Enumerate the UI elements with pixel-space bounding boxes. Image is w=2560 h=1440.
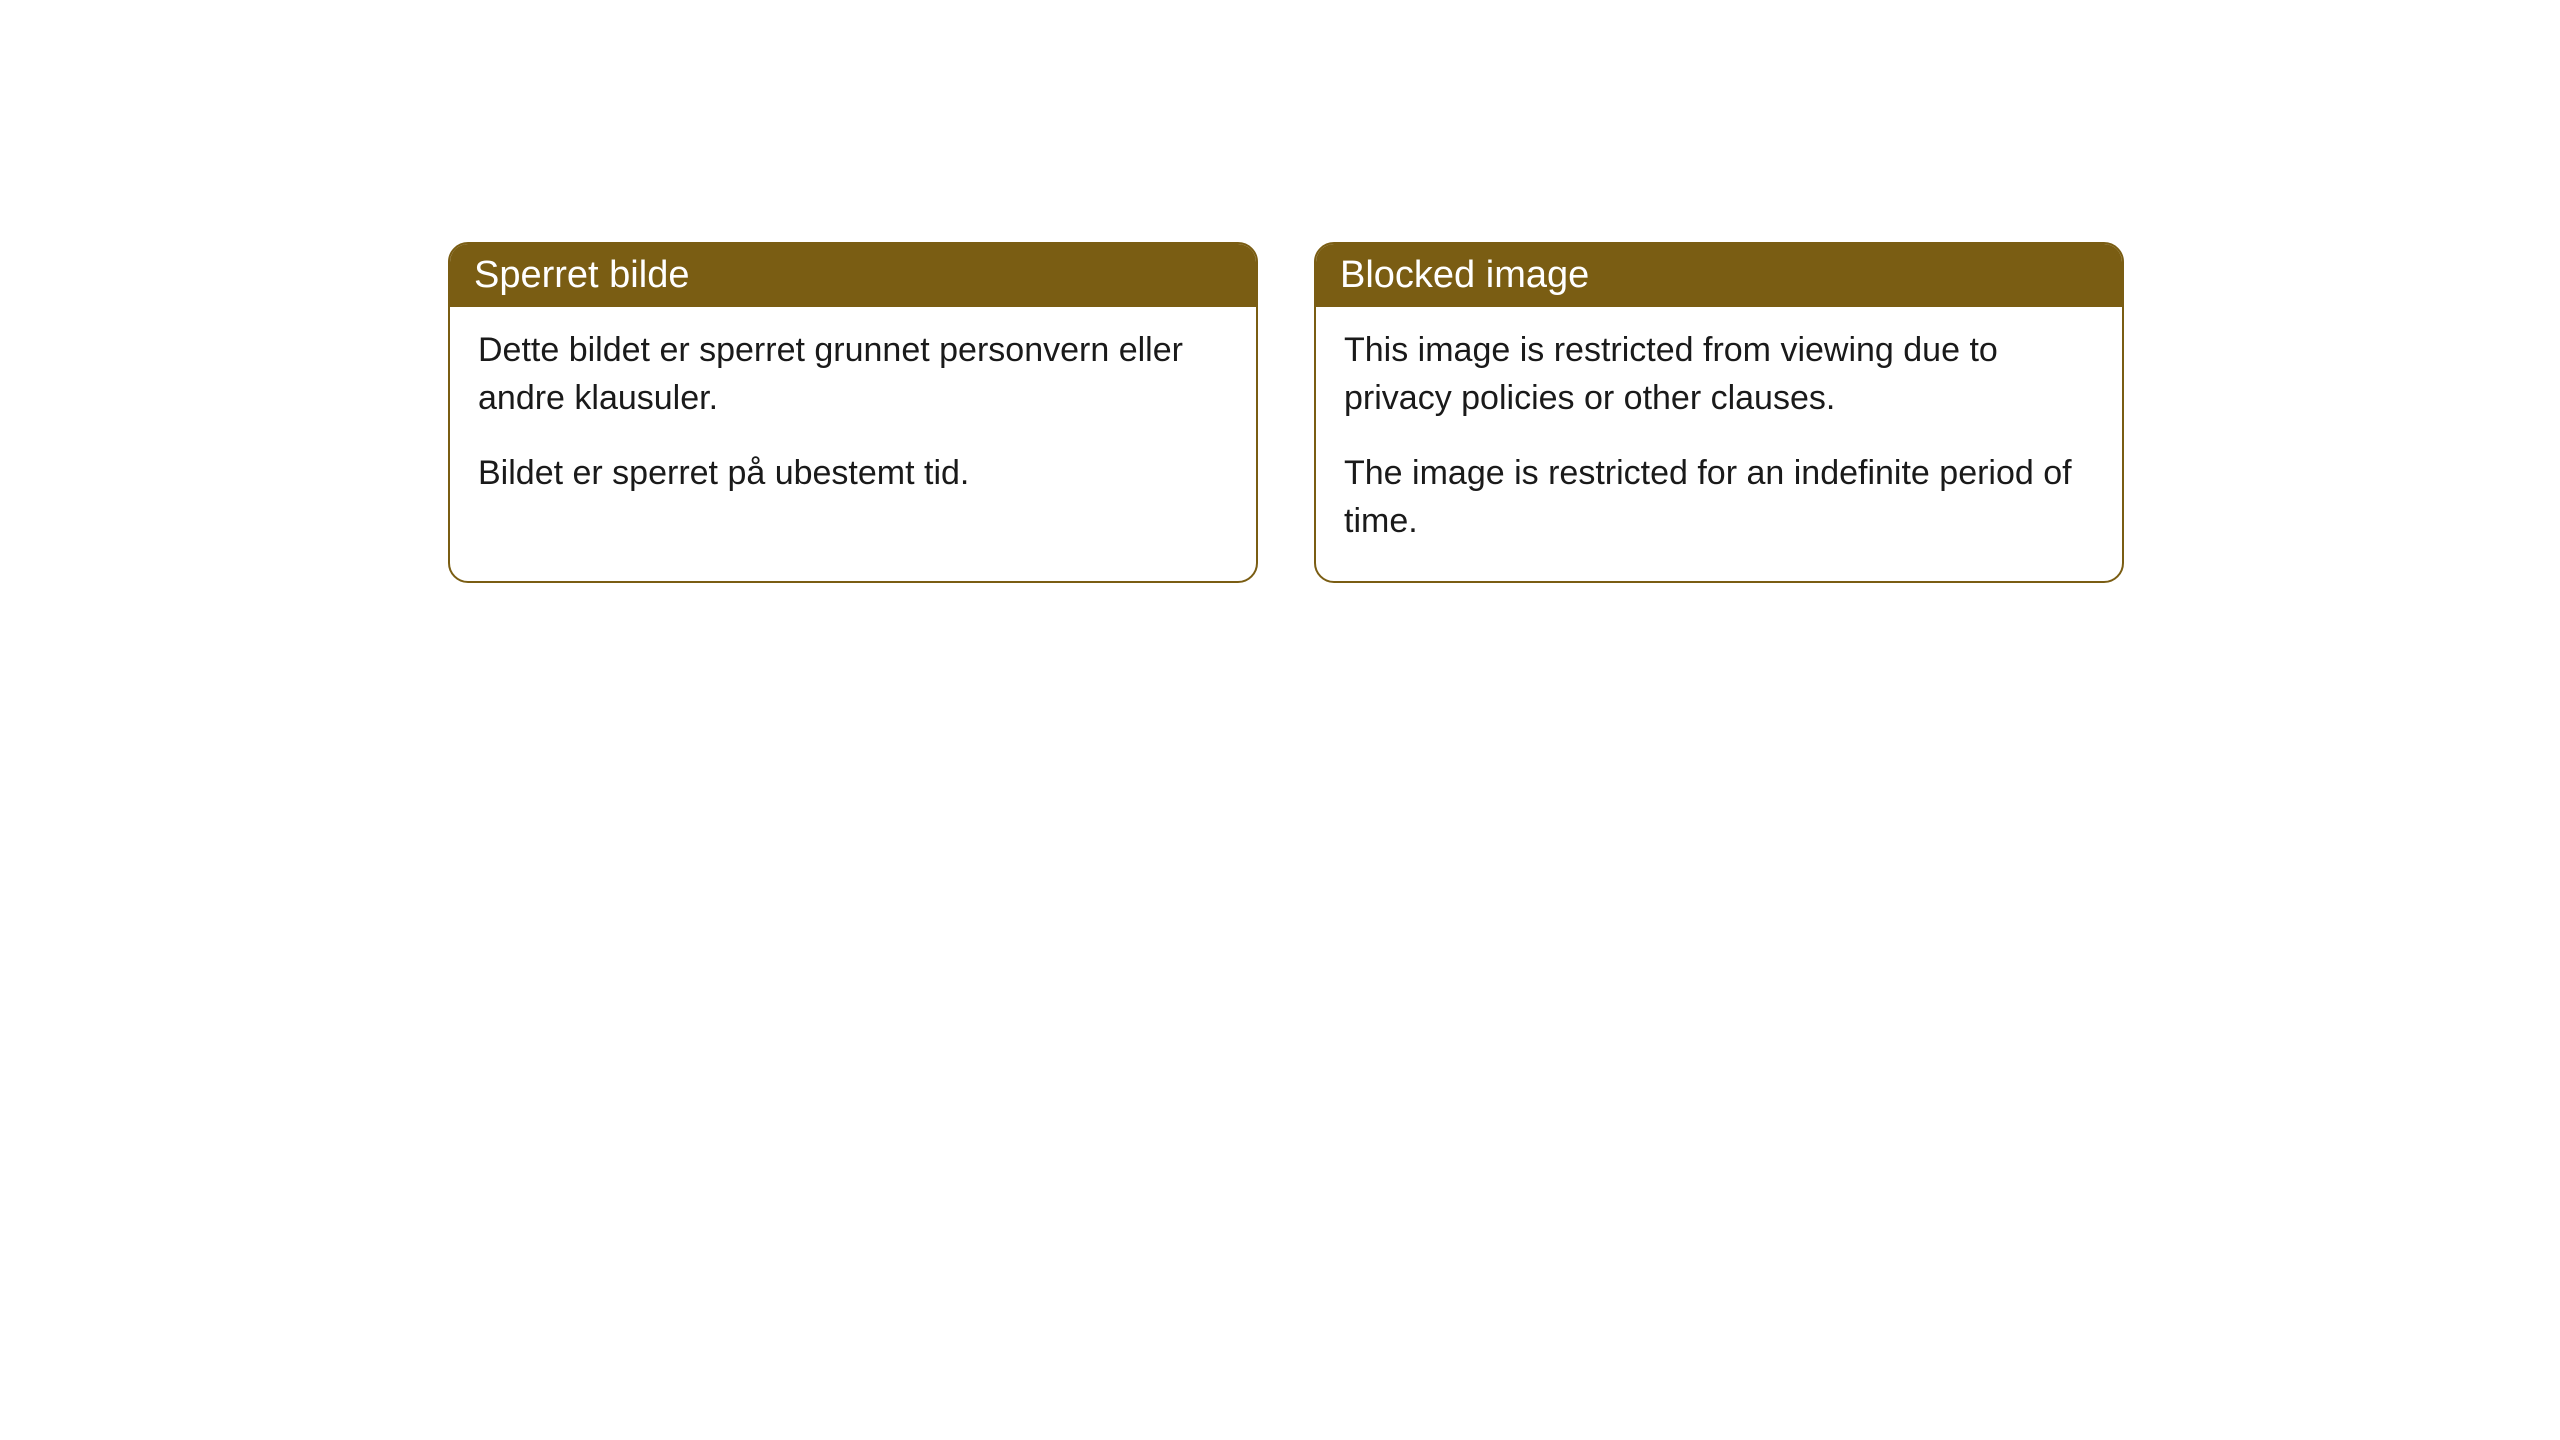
card-title: Sperret bilde	[474, 254, 689, 296]
card-text-paragraph: The image is restricted for an indefinit…	[1344, 450, 2094, 545]
card-body-english: This image is restricted from viewing du…	[1316, 307, 2122, 581]
blocked-image-card-english: Blocked image This image is restricted f…	[1314, 242, 2124, 583]
card-title: Blocked image	[1340, 254, 1589, 296]
card-text-paragraph: This image is restricted from viewing du…	[1344, 327, 2094, 422]
card-text-paragraph: Bildet er sperret på ubestemt tid.	[478, 450, 1228, 498]
card-header-english: Blocked image	[1316, 244, 2122, 307]
notice-container: Sperret bilde Dette bildet er sperret gr…	[448, 242, 2124, 583]
card-body-norwegian: Dette bildet er sperret grunnet personve…	[450, 307, 1256, 534]
card-text-paragraph: Dette bildet er sperret grunnet personve…	[478, 327, 1228, 422]
card-header-norwegian: Sperret bilde	[450, 244, 1256, 307]
blocked-image-card-norwegian: Sperret bilde Dette bildet er sperret gr…	[448, 242, 1258, 583]
